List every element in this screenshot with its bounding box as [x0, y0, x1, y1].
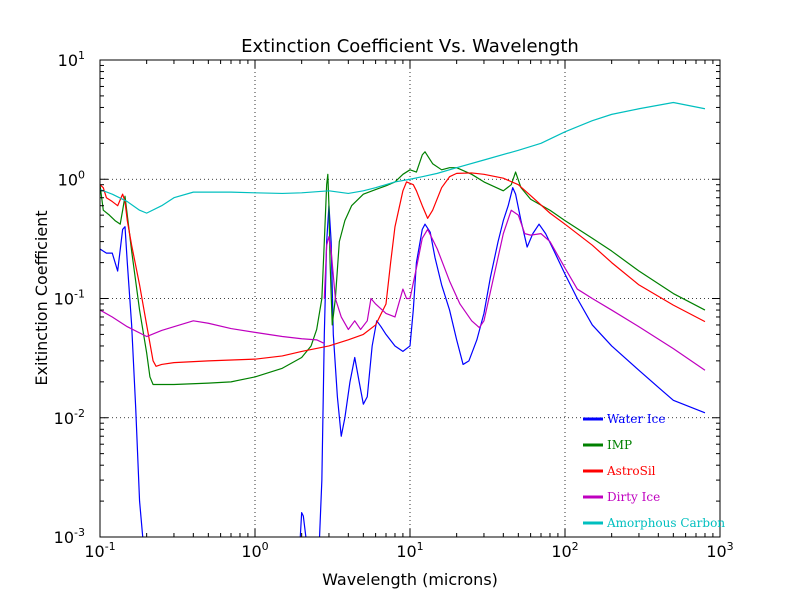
axis-ticks: 10-1 100 101 102 103 10-3 10-2 10-1 100 101: [54, 49, 734, 561]
series-line-amorphous-carbon: [100, 101, 706, 214]
chart-title: Extinction Coefficient Vs. Wavelength: [241, 36, 579, 57]
x-tick-label: 103: [706, 540, 733, 561]
series-line-water-ice: [299, 512, 307, 537]
legend-label-astrosil: AstroSil: [606, 464, 656, 478]
x-tick-label: 102: [551, 540, 578, 561]
series-line-dirty-ice: [100, 309, 325, 344]
series-lines: [100, 101, 706, 537]
y-tick-label: 10-2: [54, 407, 85, 428]
y-tick-label: 10-3: [54, 526, 85, 547]
legend-label-imp: IMP: [607, 438, 632, 452]
legend: Water Ice IMP AstroSil Dirty Ice Amorphous C…: [583, 412, 725, 530]
y-axis-label: Exitinction Coefficient: [32, 210, 51, 385]
series-line-astrosil: [100, 172, 706, 367]
y-tick-label: 10-1: [54, 288, 85, 309]
x-axis-label: Wavelength (microns): [322, 570, 498, 589]
x-tick-label: 100: [241, 540, 268, 561]
y-tick-label: 100: [58, 168, 85, 189]
series-line-dirty-ice: [323, 209, 706, 371]
legend-label-amorphous-carbon: Amorphous Carbon: [606, 516, 725, 530]
x-tick-label: 10-1: [84, 540, 115, 561]
legend-label-water-ice: Water Ice: [607, 412, 665, 426]
series-line-water-ice: [318, 187, 706, 537]
grid-lines: [100, 60, 720, 537]
legend-label-dirty-ice: Dirty Ice: [607, 490, 660, 504]
series-line-water-ice: [100, 226, 144, 537]
y-tick-label: 101: [58, 49, 85, 70]
x-tick-label: 101: [396, 540, 423, 561]
